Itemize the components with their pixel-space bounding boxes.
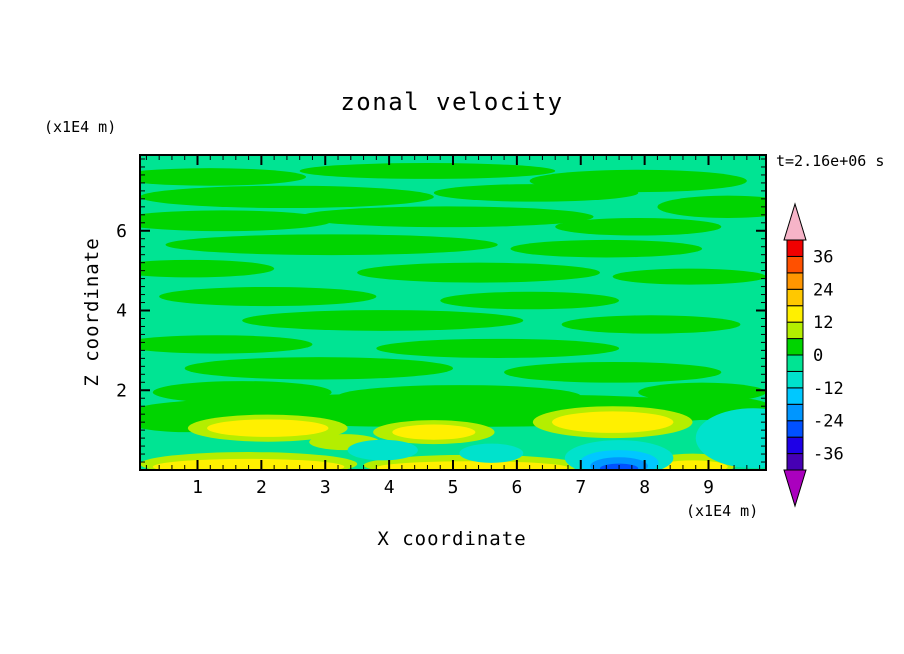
x-tick-label: 9: [703, 477, 714, 498]
colorbar-band: [786, 321, 804, 340]
x-tick-label: 6: [511, 477, 522, 498]
colorbar-band: [786, 288, 804, 307]
colorbar-band: [786, 370, 804, 389]
colorbar-band: [786, 453, 804, 471]
x-tick-label: 7: [575, 477, 586, 498]
contour-field: [140, 155, 766, 470]
contour-blob: [184, 357, 453, 380]
axis-ticks: [140, 155, 766, 471]
contour-blob: [433, 184, 639, 202]
y-tick-label: 6: [116, 221, 127, 242]
contour-blob: [552, 411, 674, 433]
x-axis-label: X coordinate: [377, 528, 527, 550]
colorbar-band: [786, 420, 804, 438]
colorbar: 36 24 12 0 -12 -24 -36: [783, 202, 844, 508]
contour-blob: [299, 162, 556, 179]
colorbar-band: [786, 255, 804, 274]
colorbar-label: -12: [813, 379, 844, 399]
x-tick-label: 3: [320, 477, 331, 498]
contour-blob: [152, 458, 345, 470]
contour-blob: [140, 335, 313, 354]
x-tick-label: 4: [384, 477, 395, 498]
colorbar-band: [786, 387, 804, 405]
contour-blob: [242, 310, 524, 331]
x-tick-label: 5: [448, 477, 459, 498]
contour-blob: [165, 234, 498, 256]
contour-blob: [657, 460, 728, 470]
contour-blob: [376, 338, 620, 358]
colorbar-label: 24: [813, 280, 833, 300]
contour-blob: [140, 185, 434, 209]
contour-blob: [510, 239, 703, 258]
contour-blob: [657, 195, 766, 218]
contour-blob: [207, 419, 329, 437]
time-annotation: t=2.16e+06 s: [776, 152, 885, 170]
contour-blob: [140, 259, 275, 278]
colorbar-label: 36: [813, 247, 833, 267]
contour-blob: [357, 262, 600, 283]
contour-blob: [440, 291, 620, 310]
colorbar-band: [786, 403, 804, 422]
y-tick-label: 4: [116, 301, 127, 322]
x-tick-label: 8: [639, 477, 650, 498]
colorbar-label: -24: [813, 412, 844, 432]
contour-blob: [555, 218, 722, 236]
x-tick-label: 1: [192, 477, 203, 498]
contour-blob: [504, 361, 722, 383]
tick-labels: 1 2 3 4 5 6 7 8 9 2 4 6: [116, 221, 714, 498]
colorbar-band: [786, 239, 804, 257]
y-axis-unit: (x1E4 m): [44, 118, 117, 136]
contour-blob: [347, 439, 418, 461]
contour-blob: [695, 408, 766, 468]
colorbar-label: 0: [813, 346, 823, 366]
contour-blob: [140, 210, 332, 232]
colorbar-band: [786, 305, 804, 323]
y-tick-label: 2: [116, 380, 127, 401]
contour-blob: [299, 206, 594, 228]
colorbar-band: [786, 272, 804, 290]
colorbar-band: [786, 338, 804, 356]
colorbar-band: [786, 354, 804, 372]
contour-blob: [159, 286, 377, 307]
colorbar-label: -36: [813, 445, 844, 465]
colorbar-band: [786, 436, 804, 455]
contour-blob: [612, 268, 766, 285]
contour-blob: [392, 424, 476, 440]
contour-blob: [459, 443, 524, 463]
colorbar-label: 12: [813, 313, 833, 333]
x-axis-unit: (x1E4 m): [686, 502, 759, 520]
x-tick-label: 2: [256, 477, 267, 498]
colorbar-over-arrow: [783, 202, 807, 241]
colorbar-under-arrow: [783, 469, 807, 508]
contour-blob: [561, 315, 741, 334]
contour-blob: [376, 461, 568, 470]
chart-title: zonal velocity: [340, 88, 564, 116]
contour-blob: [140, 168, 307, 186]
